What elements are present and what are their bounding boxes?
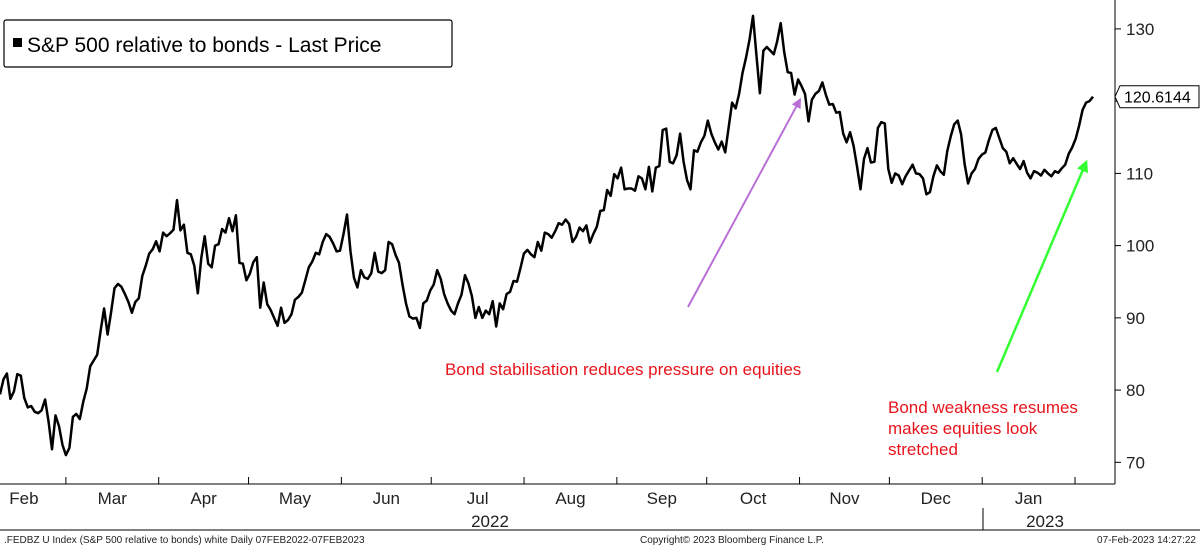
last-price-value: 120.6144 [1124,90,1191,107]
legend-swatch [13,38,22,47]
last-price-tag: 120.6144 [1115,86,1199,108]
annotation-bond-stabilisation: Bond stabilisation reduces pressure on e… [445,360,801,379]
x-tick-label: Jan [1015,489,1042,508]
legend-label: S&P 500 relative to bonds - Last Price [27,34,381,57]
x-tick-label: May [279,489,312,508]
annotation-bond-weakness-line2: makes equities look [888,419,1038,438]
x-tick-label: Apr [190,489,217,508]
x-tick-label: Nov [829,489,860,508]
y-tick-label: 90 [1126,309,1145,328]
y-tick-label: 70 [1126,453,1145,472]
x-tick-label: Jun [373,489,400,508]
annotation-bond-weakness-line1: Bond weakness resumes [888,398,1078,417]
annotation-bond-weakness-line3: stretched [888,440,958,459]
x-tick-label: Mar [98,489,128,508]
x-tick-label: Oct [740,489,767,508]
x-tick-label: Jul [467,489,489,508]
legend: S&P 500 relative to bonds - Last Price [4,20,452,67]
y-tick-label: 80 [1126,381,1145,400]
year-label-2023: 2023 [1026,512,1064,531]
x-tick-label: Sep [647,489,677,508]
x-axis-ticks: Feb Mar Apr May Jun Jul Aug Sep Oct Nov Dec Jan [9,477,1075,508]
x-tick-label: Dec [921,489,952,508]
x-tick-label: Aug [555,489,585,508]
y-tick-label: 110 [1126,164,1153,183]
footer-copyright: Copyright© 2023 Bloomberg Finance L.P. [640,535,824,546]
year-label-2022: 2022 [471,512,509,531]
x-tick-label: Feb [9,489,38,508]
series-line [0,16,1093,455]
y-tick-label: 100 [1126,237,1154,256]
y-tick-label: 130 [1126,20,1154,39]
footer-timestamp: 07-Feb-2023 14:27:22 [1097,535,1196,546]
green-arrow [997,163,1086,372]
line-chart: 708090100110120130 FebMarAprMayJunJulAug… [0,0,1200,546]
footer-source: .FEDBZ U Index (S&P 500 relative to bond… [4,535,365,546]
